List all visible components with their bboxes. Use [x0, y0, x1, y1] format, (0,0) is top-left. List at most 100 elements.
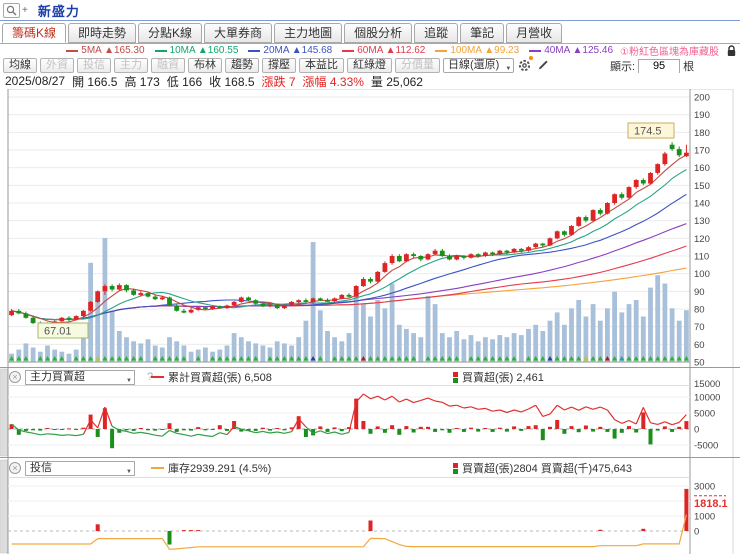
svg-text:3000: 3000 — [694, 482, 715, 493]
lock-icon[interactable] — [726, 44, 737, 57]
svg-text:5000: 5000 — [694, 409, 715, 420]
toolbar-button-外資[interactable]: 外資 — [40, 57, 74, 73]
line-swatch — [342, 49, 355, 52]
settings-gear-icon[interactable] — [517, 55, 534, 73]
toolbar-button-投信[interactable]: 投信 — [77, 57, 111, 73]
toolbar-buttons: 均線 外資 投信 主力 融資 布林 趨勢 撐壓 本益比 紅綠燈 分價量 — [3, 57, 440, 73]
price-info-segment: 收 168.5 — [209, 74, 255, 89]
tab-筆記[interactable]: 筆記 — [460, 23, 505, 43]
display-unit: 根 — [683, 61, 695, 73]
main-chart-area[interactable] — [8, 89, 690, 362]
svg-text:140: 140 — [694, 199, 710, 210]
toolbar-button-均線[interactable]: 均線 — [3, 57, 37, 73]
svg-text:0: 0 — [694, 527, 699, 538]
price-info-segment: 漲幅 4.33% — [302, 74, 364, 89]
toolbar-button-布林[interactable]: 布林 — [188, 57, 222, 73]
tab-主力地圖[interactable]: 主力地圖 — [274, 23, 343, 43]
tab-個股分析[interactable]: 個股分析 — [344, 23, 413, 43]
price-info-segment: 量 25,062 — [370, 74, 423, 89]
tab-追蹤[interactable]: 追蹤 — [414, 23, 459, 43]
panel1-header: × 主力買賣超 ▼ ? 累計買賣超(張) 6,508 買賣超(張) 2,461 — [9, 369, 690, 385]
price-info-segment: 開 166.5 — [72, 74, 118, 89]
svg-text:200: 200 — [694, 93, 710, 104]
bar-swatch-icon — [453, 371, 458, 383]
svg-text:150: 150 — [694, 181, 710, 192]
panel2-bar-legend-text: 買賣超(張)2804 買賣超(千)475,643 — [462, 463, 632, 475]
close-icon[interactable]: × — [9, 462, 21, 474]
svg-text:60: 60 — [694, 340, 705, 351]
help-icon[interactable]: ? — [147, 371, 153, 383]
toolbar-button-本益比[interactable]: 本益比 — [299, 57, 344, 73]
panel2-bar-legend: 買賣超(張)2804 買賣超(千)475,643 — [453, 460, 632, 476]
toolbar-button-撐壓[interactable]: 撐壓 — [262, 57, 296, 73]
svg-text:1000: 1000 — [694, 512, 715, 523]
panel1-bar-legend-text: 買賣超(張) 2,461 — [462, 372, 544, 384]
svg-text:160: 160 — [694, 163, 710, 174]
panel2-line-legend-text: 庫存2939.291 (4.5%) — [168, 463, 272, 475]
line-swatch — [529, 49, 542, 52]
toolbar-button-趨勢[interactable]: 趨勢 — [225, 57, 259, 73]
svg-text:1818.1: 1818.1 — [694, 498, 728, 510]
pencil-icon[interactable] — [535, 58, 550, 73]
line-swatch — [248, 49, 261, 52]
ma-legend-text: 10MA ▲160.55 — [169, 45, 239, 56]
panel1-line-legend-text: 累計買賣超(張) 6,508 — [168, 372, 272, 384]
period-select[interactable]: 日線(還原) ▼ — [443, 57, 515, 73]
svg-text:130: 130 — [694, 216, 710, 227]
svg-text:110: 110 — [694, 252, 709, 263]
close-icon[interactable]: × — [9, 371, 21, 383]
toolbar-button-紅綠燈[interactable]: 紅綠燈 — [347, 57, 392, 73]
svg-text:0: 0 — [694, 425, 699, 436]
notification-dot — [529, 55, 534, 60]
panel2-line-legend: 庫存2939.291 (4.5%) — [151, 460, 271, 476]
ma-legend-text: 20MA ▲145.68 — [263, 45, 333, 56]
ma-legend-item-10MA: 10MA ▲160.55 — [154, 45, 239, 56]
display-bars-input[interactable] — [638, 58, 681, 74]
ma-legend-text: 5MA ▲165.30 — [81, 45, 145, 56]
add-stock-icon[interactable]: + — [22, 4, 28, 16]
tab-即時走勢[interactable]: 即時走勢 — [68, 23, 137, 43]
panel1-line-legend: 累計買賣超(張) 6,508 — [151, 369, 272, 385]
toolbar: 均線 外資 投信 主力 融資 布林 趨勢 撐壓 本益比 紅綠燈 分價量 日線(還原) ▼ — [0, 55, 740, 73]
ma-legend-text: 40MA ▲125.46 — [544, 45, 614, 56]
toolbar-button-主力[interactable]: 主力 — [114, 57, 148, 73]
chevron-down-icon: ▼ — [126, 468, 132, 475]
line-swatch — [151, 467, 164, 469]
svg-text:90: 90 — [694, 287, 705, 298]
ma-legend-item-60MA: 60MA ▲112.62 — [342, 45, 425, 56]
tab-月營收[interactable]: 月營收 — [506, 23, 563, 43]
tab-bar: 籌碼K線 即時走勢 分點K線 大單券商 主力地圖 個股分析 追蹤 筆記 月營收 — [0, 21, 740, 44]
panel2-select-value: 投信 — [30, 461, 52, 474]
tab-大單券商[interactable]: 大單券商 — [204, 23, 273, 43]
toolbar-button-融資[interactable]: 融資 — [151, 57, 185, 73]
line-swatch — [66, 49, 79, 52]
period-select-value: 日線(還原) — [448, 58, 500, 71]
title-bar: + 新盛力 — [0, 0, 740, 21]
line-swatch — [154, 49, 167, 52]
search-icon[interactable] — [3, 2, 20, 18]
display-label: 顯示: — [610, 61, 636, 73]
toolbar-button-分價量[interactable]: 分價量 — [395, 57, 440, 73]
bar-swatch-icon — [453, 462, 458, 474]
tab-分點K線[interactable]: 分點K線 — [138, 23, 203, 43]
panel2-header: × 投信 ▼ 庫存2939.291 (4.5%) 買賣超(張)2804 買賣超(… — [9, 460, 690, 476]
treasury-note: ①粉紅色區塊為庫藏股 — [620, 47, 719, 58]
price-info-segment: 低 166 — [166, 74, 203, 89]
panel1-bar-legend: 買賣超(張) 2,461 — [453, 369, 544, 385]
ma-legend-item-100MA: 100MA ▲99.23 — [435, 45, 519, 56]
main-force-panel-area[interactable] — [8, 386, 690, 456]
line-swatch — [151, 376, 164, 378]
price-info-row: 2025/08/27 開 166.5 高 173 低 166 收 168.5 漲跌 7 漲幅… — [0, 73, 740, 89]
ma-legend-row: 5MA ▲165.30 10MA ▲160.55 20MA ▲145.68 60MA … — [0, 44, 740, 58]
tab-籌碼K線[interactable]: 籌碼K線 — [2, 23, 67, 43]
panel2-indicator-select[interactable]: 投信 ▼ — [25, 460, 135, 476]
svg-text:180: 180 — [694, 128, 710, 139]
trust-panel-area[interactable] — [8, 477, 690, 554]
svg-text:100: 100 — [694, 269, 710, 280]
ma-legend-item-20MA: 20MA ▲145.68 — [248, 45, 332, 56]
stock-name: 新盛力 — [37, 3, 80, 19]
display-bars-control: 顯示: 根 — [610, 58, 694, 74]
panel1-indicator-select[interactable]: 主力買賣超 ▼ — [25, 369, 135, 385]
chevron-down-icon: ▼ — [126, 377, 132, 384]
